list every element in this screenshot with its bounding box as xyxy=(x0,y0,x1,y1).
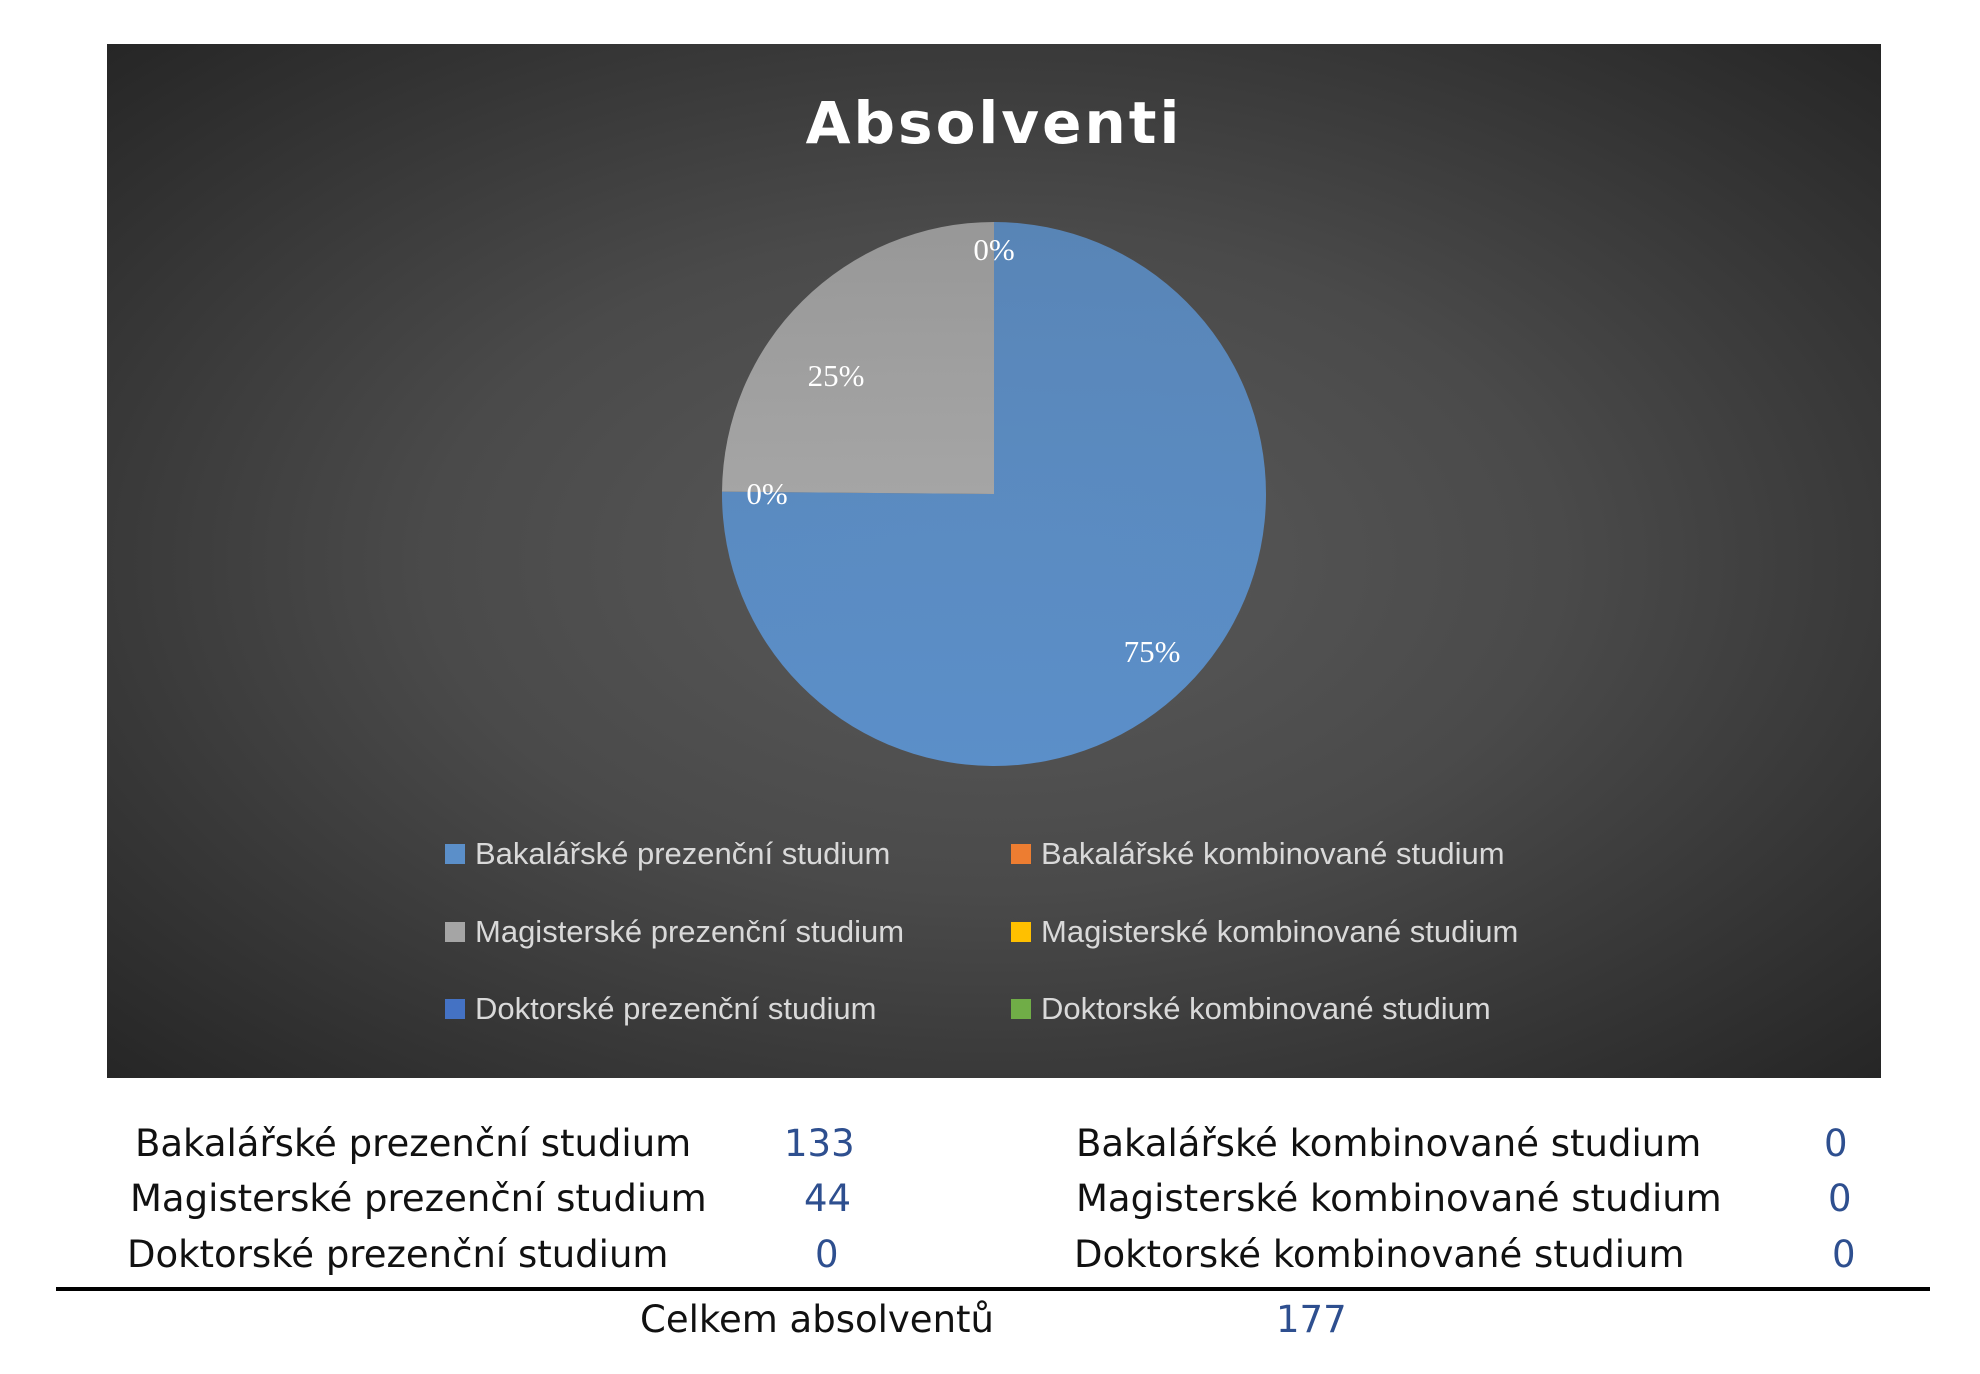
pie-slice xyxy=(722,222,994,494)
legend-item-mag-prez: Magisterské prezenční studium xyxy=(445,914,904,950)
legend-label: Doktorské prezenční studium xyxy=(475,991,877,1026)
legend-label: Magisterské kombinované studium xyxy=(1041,914,1519,949)
legend-swatch xyxy=(445,844,465,864)
legend-label: Magisterské prezenční studium xyxy=(475,914,905,949)
summary-value: 0 xyxy=(815,1233,839,1276)
summary-label: Magisterské prezenční studium xyxy=(130,1177,707,1220)
divider xyxy=(56,1287,1930,1291)
legend-swatch xyxy=(445,999,465,1019)
legend-label: Doktorské kombinované studium xyxy=(1041,991,1491,1026)
summary-value: 133 xyxy=(784,1122,855,1165)
summary-value: 44 xyxy=(804,1177,852,1220)
chart-title: Absolventi xyxy=(805,89,1183,157)
legend-label: Bakalářské prezenční studium xyxy=(475,836,891,871)
legend-item-mag-komb: Magisterské kombinované studium xyxy=(1011,914,1518,950)
summary-value: 0 xyxy=(1832,1233,1856,1276)
chart-panel: Absolventi 75% 0% 25% 0% Bakalářské prezenč… xyxy=(107,44,1881,1078)
legend-swatch xyxy=(1011,922,1031,942)
pie-chart: 75% 0% 25% 0% xyxy=(722,222,1266,766)
legend-swatch xyxy=(1011,844,1031,864)
total-label: Celkem absolventů xyxy=(640,1298,994,1341)
summary-value: 0 xyxy=(1828,1177,1852,1220)
legend-item-dok-prez: Doktorské prezenční studium xyxy=(445,991,876,1027)
total-value: 177 xyxy=(1276,1298,1347,1341)
legend-swatch xyxy=(1011,999,1031,1019)
data-label: 25% xyxy=(808,358,865,393)
summary-label: Bakalářské prezenční studium xyxy=(135,1122,692,1165)
data-label: 0% xyxy=(973,232,1014,267)
legend-item-bak-komb: Bakalářské kombinované studium xyxy=(1011,836,1505,872)
summary-label: Bakalářské kombinované studium xyxy=(1076,1122,1702,1165)
summary-label: Doktorské prezenční studium xyxy=(127,1233,669,1276)
legend-swatch xyxy=(445,922,465,942)
summary-label: Doktorské kombinované studium xyxy=(1074,1233,1685,1276)
summary-value: 0 xyxy=(1824,1122,1848,1165)
legend-label: Bakalářské kombinované studium xyxy=(1041,836,1505,871)
data-label: 75% xyxy=(1124,634,1181,669)
summary-label: Magisterské kombinované studium xyxy=(1076,1177,1722,1220)
data-label: 0% xyxy=(746,476,787,511)
legend-item-dok-komb: Doktorské kombinované studium xyxy=(1011,991,1491,1027)
legend-item-bak-prez: Bakalářské prezenční studium xyxy=(445,836,890,872)
